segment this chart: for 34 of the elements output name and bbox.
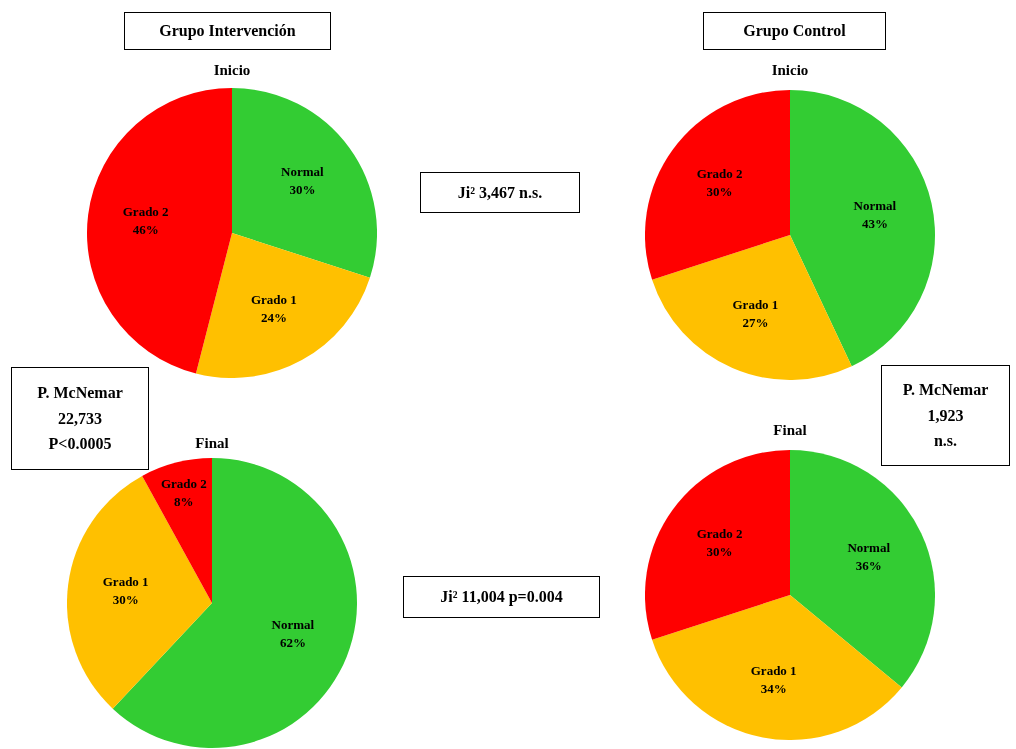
data-label: 30% — [289, 182, 316, 198]
slice-label: Grado 1 — [732, 297, 779, 313]
data-label: 36% — [855, 558, 882, 574]
text: Ji² 11,004 p=0.004 — [403, 576, 600, 618]
text: Grupo Intervención — [124, 12, 331, 50]
slice-label: Normal — [271, 617, 315, 633]
chart-title: Inicio — [770, 62, 810, 79]
slice-label: Grado 2 — [122, 204, 169, 220]
chart-title: Final — [194, 435, 230, 452]
text: Grupo Control — [703, 12, 886, 50]
text: Ji² 3,467 n.s. — [420, 172, 580, 213]
data-label: 34% — [760, 680, 787, 696]
slice-label: Grado 1 — [250, 291, 297, 307]
slice-label: Grado 1 — [102, 574, 149, 590]
text: P. McNemar 22,733 P<0.0005 — [11, 367, 149, 470]
data-label: 30% — [706, 544, 733, 560]
slice-label: Grado 2 — [160, 475, 207, 491]
data-label: 24% — [260, 309, 287, 325]
text: P. McNemar 1,923 n.s. — [881, 365, 1010, 466]
data-label: 46% — [132, 222, 159, 238]
slice-label: Grado 2 — [696, 526, 743, 542]
slice-label: Normal — [853, 198, 897, 214]
chart-title: Final — [772, 422, 808, 439]
slice-label: Normal — [847, 540, 891, 556]
data-label: 62% — [279, 635, 306, 651]
slice-label: Normal — [281, 164, 325, 180]
data-label: 30% — [112, 592, 139, 608]
data-label: 27% — [742, 315, 769, 331]
slice-label: Grado 2 — [696, 166, 743, 182]
data-label: 43% — [861, 216, 888, 232]
slice-label: Grado 1 — [750, 662, 797, 678]
data-label: 30% — [706, 184, 733, 200]
chart-title: Inicio — [212, 62, 252, 79]
data-label: 8% — [174, 493, 194, 509]
